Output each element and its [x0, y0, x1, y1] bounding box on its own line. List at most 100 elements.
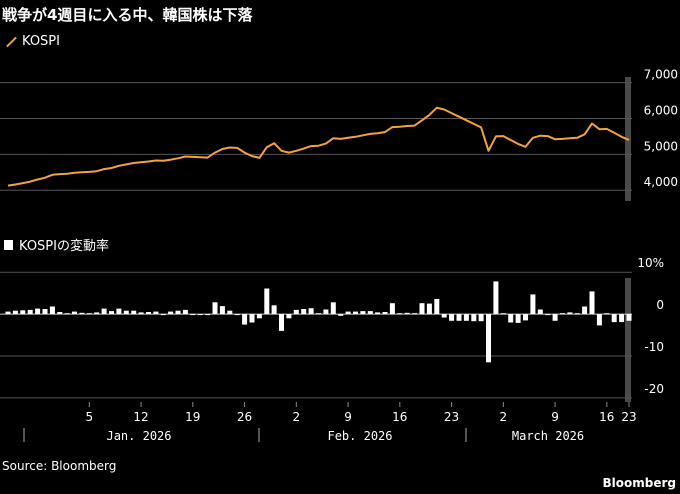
change-bar [271, 305, 277, 315]
x-tick-label: 16 [392, 410, 407, 424]
latest-highlight-layer [625, 77, 631, 402]
change-bar [471, 314, 477, 322]
change-bar [626, 314, 632, 321]
change-bar [42, 309, 48, 314]
change-bar [227, 310, 233, 315]
bar-y-tick-label: 10% [637, 256, 664, 270]
change-bar [367, 311, 373, 314]
line-legend: KOSPI [4, 34, 60, 49]
change-bar [330, 302, 336, 314]
change-bar [530, 294, 536, 315]
x-tick-label: 26 [237, 410, 252, 424]
line-y-tick-label: 7,000 [644, 68, 678, 82]
x-tick-label: 2 [500, 410, 508, 424]
change-bar [478, 314, 484, 322]
change-bar [360, 311, 366, 314]
change-bar [175, 310, 181, 315]
line-y-tick-label: 4,000 [644, 175, 678, 189]
change-bar [79, 312, 85, 315]
change-bar [426, 303, 432, 315]
change-bar [567, 312, 573, 315]
change-bar [582, 306, 588, 314]
x-tick-label: 12 [133, 410, 148, 424]
change-bar [560, 313, 565, 315]
x-tick-label: 9 [551, 410, 559, 424]
change-bar [212, 302, 218, 314]
x-tick-label: 19 [185, 410, 200, 424]
change-bar [323, 309, 329, 315]
latest-highlight-band-bar [625, 278, 631, 402]
change-bar [375, 312, 381, 315]
change-bar [552, 314, 558, 321]
kospi-line [7, 106, 630, 187]
change-bar [338, 314, 344, 316]
change-bar [493, 281, 499, 315]
change-bar [5, 311, 11, 315]
change-bar [197, 314, 203, 316]
change-bar [596, 314, 602, 326]
change-bar [397, 313, 403, 315]
change-bar [308, 308, 314, 315]
month-label: March 2026 [512, 429, 584, 443]
change-bar [256, 314, 262, 319]
change-bar [345, 311, 351, 315]
x-tick-label: 23 [621, 410, 636, 424]
change-bar [190, 314, 196, 316]
change-bar [441, 314, 447, 318]
change-bar [515, 314, 521, 323]
change-bar [500, 313, 506, 315]
change-bar [57, 312, 63, 315]
change-bar [619, 314, 625, 323]
change-bar [182, 309, 188, 315]
bar-y-tick-label: 0 [656, 298, 664, 312]
change-bar [404, 312, 410, 315]
change-bar [168, 311, 174, 315]
change-bar [611, 314, 617, 323]
bar-legend-swatch-icon [4, 239, 13, 250]
bar-y-tick-label: -10 [644, 340, 664, 354]
change-bar [20, 310, 26, 315]
change-bar [205, 314, 211, 316]
change-bar [279, 314, 284, 331]
change-bar [12, 310, 18, 315]
change-bar [434, 299, 440, 315]
change-bar [153, 311, 159, 315]
change-bar [86, 313, 92, 315]
x-tick-label: 5 [86, 410, 94, 424]
change-bar [463, 314, 469, 321]
change-bar [109, 311, 114, 314]
change-bar [219, 306, 225, 315]
line-legend-label: KOSPI [22, 34, 60, 49]
x-axis: 5 12 19 26 2 9 16 23 2 9 16 23 Jan. 2026 Feb. 2026 Mar… [23, 402, 637, 443]
line-y-tick-label: 6,000 [644, 103, 678, 117]
change-bar [72, 311, 77, 315]
tick-label-layer: 7,000 6,000 5,000 4,000 10% 0 -10 -20 [637, 68, 678, 396]
change-bar [508, 314, 514, 323]
change-bar [486, 314, 491, 363]
change-bar [242, 314, 248, 325]
change-bar [523, 314, 528, 321]
change-bar [604, 313, 610, 315]
change-bar [412, 313, 418, 315]
change-bar [116, 308, 122, 314]
change-bar [301, 309, 307, 314]
change-bar [249, 314, 255, 323]
change-bar [131, 310, 137, 315]
change-bar [293, 309, 299, 315]
change-bar [234, 314, 240, 316]
x-tick-label: 16 [599, 410, 614, 424]
change-bar [419, 303, 425, 315]
bar-chart [5, 281, 632, 363]
bar-legend-label: KOSPIの変動率 [19, 239, 109, 254]
change-bar [49, 306, 55, 314]
change-bar [353, 311, 358, 315]
change-bar [545, 314, 551, 316]
change-bar [27, 309, 33, 315]
change-bar [123, 310, 129, 315]
source-note: Source: Bloomberg [2, 459, 117, 473]
grid-layer [0, 82, 632, 399]
change-bar [286, 314, 292, 319]
change-bar [94, 312, 100, 315]
month-label: Feb. 2026 [327, 429, 392, 443]
